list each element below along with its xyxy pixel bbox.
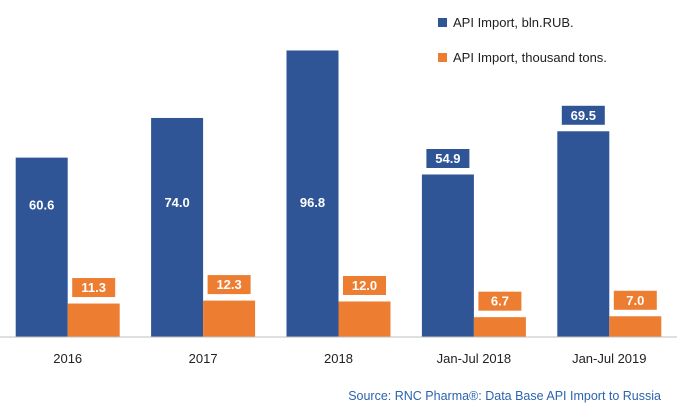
data-label-rub: 69.5 (571, 108, 596, 123)
data-label-tons: 12.3 (216, 277, 241, 292)
chart-legend: API Import, bln.RUB. API Import, thousan… (438, 12, 607, 82)
source-note: Source: RNC Pharma®: Data Base API Impor… (348, 389, 661, 403)
x-tick-label: Jan-Jul 2018 (437, 351, 511, 366)
x-tick-label: 2016 (53, 351, 82, 366)
x-tick-label: Jan-Jul 2019 (572, 351, 646, 366)
x-tick-label: 2017 (189, 351, 218, 366)
legend-item-rub: API Import, bln.RUB. (438, 12, 607, 32)
bar-rub (286, 50, 339, 338)
bar-tons (338, 301, 391, 337)
bar-tons (609, 316, 662, 337)
bar-tons (473, 317, 526, 337)
legend-swatch-tons (438, 52, 447, 62)
data-label-rub: 74.0 (164, 195, 189, 210)
data-label-tons: 7.0 (626, 293, 644, 308)
bar-tons (67, 303, 120, 337)
bar-tons (203, 300, 256, 337)
data-label-box-tons (612, 289, 658, 311)
legend-item-tons: API Import, thousand tons. (438, 47, 607, 67)
legend-label-tons: API Import, thousand tons. (453, 49, 607, 65)
legend-swatch-rub (438, 17, 447, 27)
bar-rub (15, 157, 68, 337)
data-label-box-rub (560, 104, 606, 126)
x-tick-label: 2018 (324, 351, 353, 366)
bar-rub (421, 174, 474, 337)
data-label-tons: 11.3 (81, 280, 106, 295)
data-label-box-rub (425, 147, 471, 169)
data-label-rub: 60.6 (29, 198, 54, 213)
data-label-box-tons (71, 277, 117, 299)
data-label-tons: 12.0 (352, 278, 377, 293)
data-label-box-tons (206, 274, 252, 296)
legend-label-rub: API Import, bln.RUB. (453, 14, 574, 30)
data-label-box-tons (477, 290, 523, 312)
data-label-tons: 6.7 (491, 294, 509, 309)
bar-rub (557, 131, 610, 337)
data-label-rub: 96.8 (300, 195, 325, 210)
data-label-rub: 54.9 (435, 151, 460, 166)
bar-rub (151, 117, 204, 338)
data-label-box-tons (342, 274, 387, 296)
